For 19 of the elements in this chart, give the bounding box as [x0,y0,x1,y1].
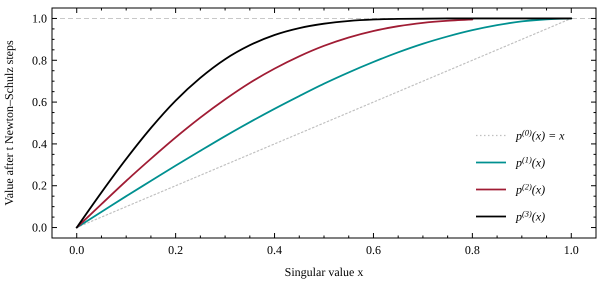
x-tick-label: 0.4 [267,243,282,257]
y-axis-title: Value after t Newton–Schulz steps [2,40,16,206]
x-tick-label: 1.0 [564,243,579,257]
x-tick-label: 0.2 [168,243,184,257]
legend-label: p$^{(1)}$(x) [515,155,546,170]
y-tick-label: 0.8 [32,53,47,68]
x-axis-title: Singular value x [284,265,364,279]
legend-label: p$^{(2)}$(x) [515,182,546,196]
y-tick-label: 0.2 [32,178,47,193]
y-tick-label: 0.4 [32,136,47,151]
y-tick-label: 1.0 [32,11,47,26]
y-tick-label: 0.6 [32,95,47,110]
x-tick-label: 0.6 [366,243,381,257]
line-series [76,18,474,228]
y-tick-label: 0.0 [32,220,47,235]
x-tick-label: 0.0 [69,243,84,257]
legend-label: p$^{(3)}$(x) [515,209,546,224]
legend-label: p$^{(0)}$(x) = x [515,128,566,142]
x-tick-label: 0.8 [464,243,480,257]
